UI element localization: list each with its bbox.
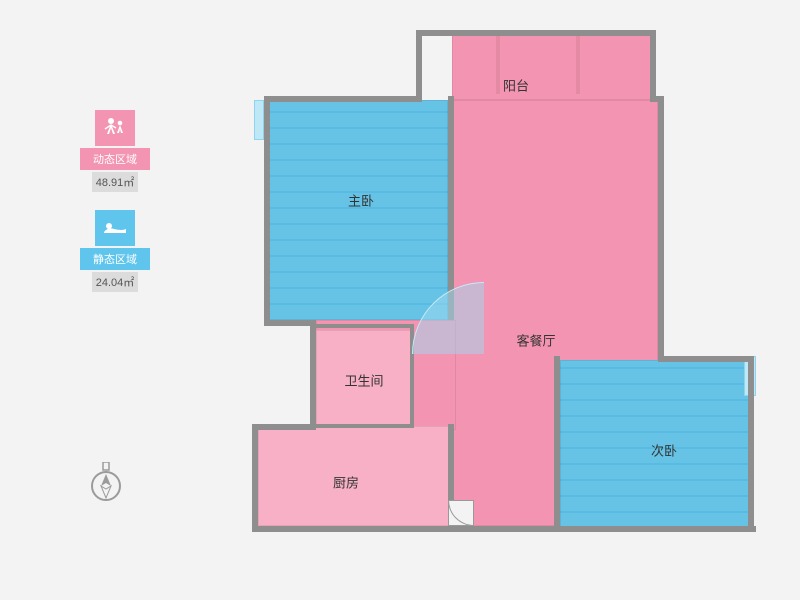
wall-0 xyxy=(416,30,656,36)
legend-active-zone: 动态区域 48.91㎡ xyxy=(80,110,150,192)
compass-icon xyxy=(88,462,124,504)
wall-7 xyxy=(310,320,316,430)
people-icon xyxy=(95,110,135,146)
legend-quiet-label: 静态区域 xyxy=(80,248,150,270)
room-master_bed xyxy=(264,100,448,320)
wall-16 xyxy=(316,324,414,328)
legend-panel: 动态区域 48.91㎡ 静态区域 24.04㎡ xyxy=(80,110,150,310)
wall-11 xyxy=(252,526,756,532)
wall-17 xyxy=(316,424,414,428)
wall-14 xyxy=(448,96,454,320)
room-label-balcony: 阳台 xyxy=(503,76,529,95)
wall-3 xyxy=(264,96,422,102)
wall-9 xyxy=(252,424,316,430)
wall-19 xyxy=(554,356,560,528)
room-label-living: 客餐厅 xyxy=(516,331,555,350)
legend-quiet-zone: 静态区域 24.04㎡ xyxy=(80,210,150,292)
wall-13 xyxy=(748,356,754,532)
legend-active-value: 48.91㎡ xyxy=(92,172,139,192)
rest-icon xyxy=(95,210,135,246)
wall-10 xyxy=(252,424,258,530)
wall-12 xyxy=(658,356,754,362)
legend-active-label: 动态区域 xyxy=(80,148,150,170)
wall-6 xyxy=(658,96,664,360)
wall-2 xyxy=(650,30,656,100)
balcony-post-0 xyxy=(496,36,500,94)
legend-quiet-value: 24.04㎡ xyxy=(92,272,139,292)
room-label-kitchen: 厨房 xyxy=(333,473,359,492)
wall-8 xyxy=(264,320,316,326)
floorplan: 阳台主卧客餐厅卫生间次卧厨房 xyxy=(216,30,756,570)
room-label-master_bed: 主卧 xyxy=(348,191,374,210)
wall-5 xyxy=(264,96,270,326)
room-label-bathroom: 卫生间 xyxy=(344,371,383,390)
room-label-second_bed: 次卧 xyxy=(651,441,677,460)
balcony-post-1 xyxy=(576,36,580,94)
wall-1 xyxy=(416,30,422,100)
window-master-bed xyxy=(254,100,264,140)
room-balcony xyxy=(452,30,656,100)
